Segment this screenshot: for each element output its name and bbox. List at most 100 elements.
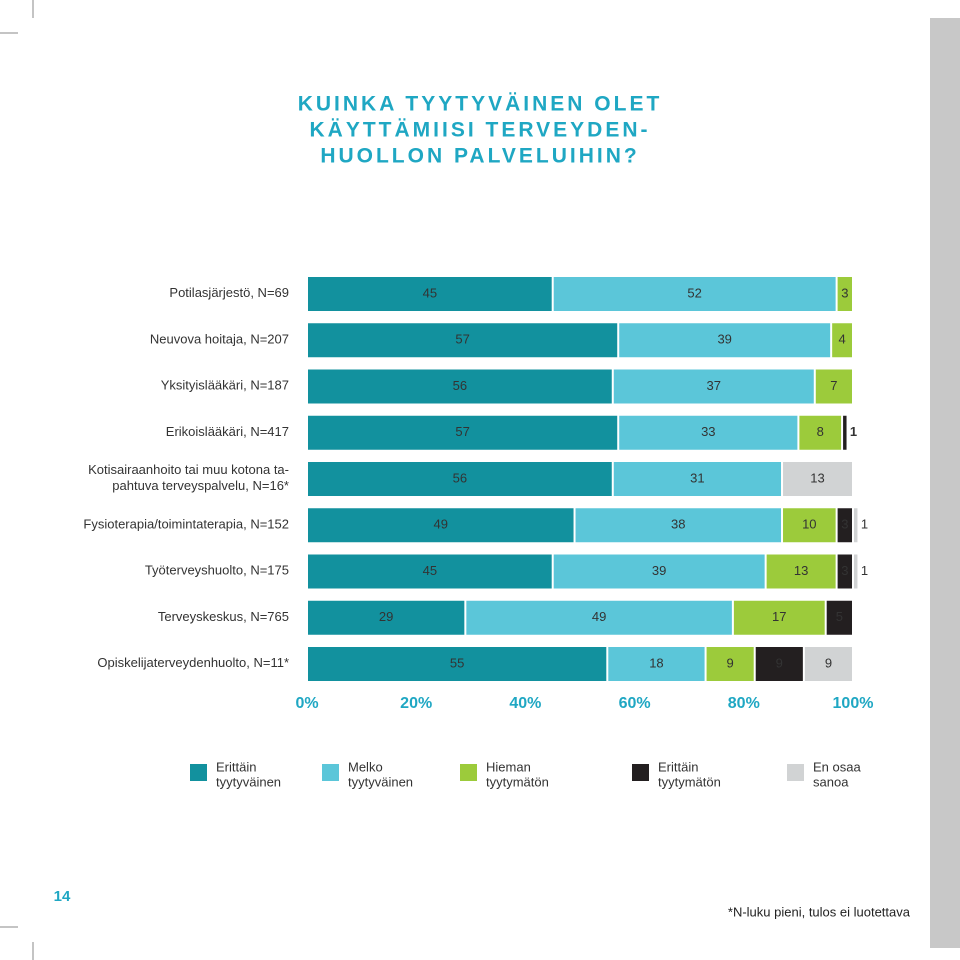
data-label: 9	[776, 655, 783, 670]
data-label: 31	[690, 470, 704, 485]
photo-strip	[930, 18, 960, 948]
bar-segment	[706, 647, 754, 681]
chart-title: KUINKA TYYTYVÄINEN OLET	[298, 93, 663, 116]
bar-segment	[854, 508, 858, 543]
data-label: 39	[652, 563, 666, 578]
data-label: 18	[649, 655, 663, 670]
data-label: 4	[838, 332, 845, 347]
bar-segment	[783, 508, 836, 543]
legend-label: Erittäin tyytyväinen	[216, 760, 281, 790]
data-label: 1	[861, 517, 868, 532]
bar-segment	[837, 554, 852, 589]
bar-segment	[815, 369, 852, 404]
bar-segment	[308, 554, 552, 589]
data-label: 52	[687, 285, 701, 300]
data-label: 45	[423, 563, 437, 578]
bar-segment	[308, 323, 618, 358]
data-label: 3	[841, 285, 848, 300]
data-label: 10	[802, 517, 816, 532]
bar-segment	[826, 600, 852, 635]
category-label: Neuvova hoitaja, N=207	[150, 332, 289, 347]
data-label: 1	[861, 563, 868, 578]
category-label: Fysioterapia/toimintaterapia, N=152	[83, 517, 289, 532]
data-label: 13	[810, 470, 824, 485]
chart-title: KÄYTTÄMIISI TERVEYDEN-	[310, 119, 651, 142]
data-label: 1	[850, 424, 857, 439]
bar-segment	[766, 554, 836, 589]
bar-segment	[575, 508, 782, 543]
data-label: 13	[794, 563, 808, 578]
bar-segment	[755, 647, 803, 681]
bar-segment	[733, 600, 825, 635]
category-label: Työterveyshuolto, N=175	[145, 563, 289, 578]
legend-swatch	[632, 764, 649, 781]
bar-segment	[613, 369, 814, 404]
bar-segment	[466, 600, 732, 635]
legend-swatch	[460, 764, 477, 781]
data-label: 38	[671, 517, 685, 532]
data-label: 49	[434, 517, 448, 532]
bar-segment	[308, 600, 465, 635]
bar-segment	[619, 415, 798, 450]
bar-segment	[804, 647, 852, 681]
footnote: *N-luku pieni, tulos ei luotettava	[728, 904, 911, 919]
category-label: Erikoislääkäri, N=417	[166, 424, 289, 439]
chart-title: HUOLLON PALVELUIHIN?	[320, 145, 639, 168]
data-label: 3	[841, 563, 848, 578]
x-tick-label: 80%	[728, 695, 760, 712]
x-tick-label: 60%	[619, 695, 651, 712]
category-label: Terveyskeskus, N=765	[158, 609, 289, 624]
bar-segment	[854, 554, 858, 589]
bar-segment	[553, 277, 836, 311]
legend-swatch	[322, 764, 339, 781]
data-label: 8	[817, 424, 824, 439]
legend-swatch	[190, 764, 207, 781]
legend-label: Melko tyytyväinen	[348, 760, 413, 790]
data-label: 9	[727, 655, 734, 670]
bar-segment	[613, 462, 782, 496]
legend-label: Hieman tyytymätön	[486, 760, 549, 790]
category-label: Yksityislääkäri, N=187	[161, 378, 289, 393]
bar-segment	[837, 277, 852, 311]
x-tick-label: 0%	[295, 695, 318, 712]
data-label: 29	[379, 609, 393, 624]
data-label: 57	[455, 424, 469, 439]
bar-segment	[308, 369, 612, 404]
data-label: 7	[830, 378, 837, 393]
data-label: 56	[453, 470, 467, 485]
legend-swatch	[787, 764, 804, 781]
bar-segment	[553, 554, 765, 589]
bar-segment	[308, 462, 612, 496]
legend-label: En osaa sanoa	[813, 760, 861, 790]
data-label: 45	[423, 285, 437, 300]
x-tick-label: 100%	[833, 695, 874, 712]
page-number: 14	[54, 888, 71, 905]
data-label: 55	[450, 655, 464, 670]
category-label: Opiskelijaterveydenhuolto, N=11*	[97, 655, 289, 670]
data-label: 5	[836, 609, 843, 624]
bar-segment	[308, 415, 618, 450]
bar-segment	[799, 415, 842, 450]
bar-segment	[837, 508, 852, 543]
bar-segment	[308, 277, 552, 311]
x-tick-label: 40%	[509, 695, 541, 712]
bar-segment	[619, 323, 831, 358]
data-label: 37	[707, 378, 721, 393]
bar-segment	[308, 647, 607, 681]
category-label: Potilasjärjestö, N=69	[169, 285, 289, 300]
legend-label: Erittäin tyytymätön	[658, 760, 721, 790]
bar-segment	[783, 462, 852, 496]
bar-segment	[308, 508, 574, 543]
data-label: 57	[455, 332, 469, 347]
data-label: 17	[772, 609, 786, 624]
category-label: Kotisairaanhoito tai muu kotona ta-pahtu…	[88, 462, 289, 493]
bar-segment	[843, 415, 847, 450]
data-label: 3	[841, 517, 848, 532]
data-label: 39	[717, 332, 731, 347]
bar-segment	[832, 323, 852, 358]
bar-segment	[608, 647, 705, 681]
data-label: 33	[701, 424, 715, 439]
x-tick-label: 20%	[400, 695, 432, 712]
data-label: 9	[825, 655, 832, 670]
